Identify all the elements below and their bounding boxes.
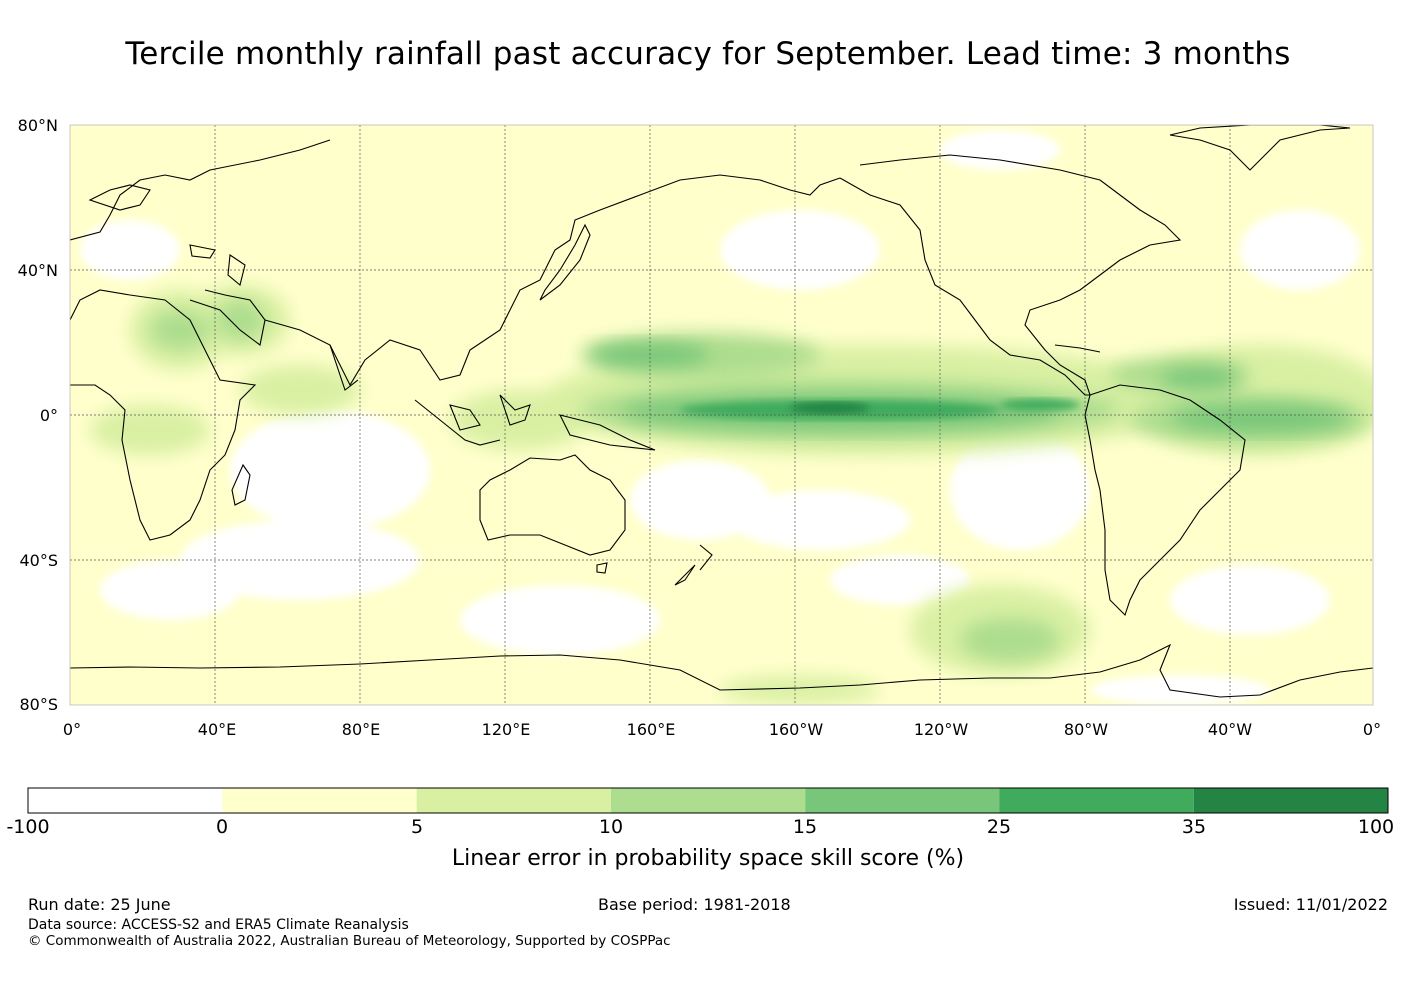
- colorbar: [27, 787, 1389, 814]
- colorbar-bin-25-35: [999, 788, 1194, 813]
- negative-skill-patches: [80, 130, 1360, 705]
- colorbar-bin-0-5: [222, 788, 417, 813]
- colorbar-tick: -100: [6, 816, 50, 838]
- colorbar-tick: 10: [598, 816, 624, 838]
- lat-label-0: 0°: [39, 406, 58, 425]
- lon-label-40e: 40°E: [197, 720, 237, 739]
- colorbar-tick: 100: [1357, 816, 1395, 838]
- skill-35-100: [790, 402, 870, 414]
- lon-label-160w: 160°W: [768, 720, 824, 739]
- chart-title: Tercile monthly rainfall past accuracy f…: [125, 36, 1291, 72]
- lat-label-80n: 80°N: [17, 116, 58, 135]
- lon-label-0-left: 0°: [62, 720, 82, 739]
- colorbar-bin-35-100: [1193, 788, 1388, 813]
- colorbar-bin-neg100-0: [28, 788, 223, 813]
- colorbar-tick: 0: [215, 816, 229, 838]
- copyright: © Commonwealth of Australia 2022, Austra…: [28, 933, 671, 949]
- coastlines: [70, 125, 1373, 698]
- colorbar-tick: 15: [792, 816, 818, 838]
- lon-label-40w: 40°W: [1207, 720, 1253, 739]
- base-period: Base period: 1981-2018: [598, 895, 791, 914]
- lon-label-160e: 160°E: [626, 720, 676, 739]
- lon-label-120w: 120°W: [913, 720, 969, 739]
- lat-label-40s: 40°S: [19, 551, 58, 570]
- colorbar-bin-15-25: [805, 788, 1000, 813]
- colorbar-tick: 35: [1181, 816, 1207, 838]
- run-date: Run date: 25 June: [28, 895, 171, 914]
- colorbar-label: Linear error in probability space skill …: [451, 846, 965, 871]
- colorbar-tick: 5: [410, 816, 424, 838]
- lon-label-80w: 80°W: [1063, 720, 1109, 739]
- lon-label-0-right: 0°: [1362, 720, 1382, 739]
- lon-label-80e: 80°E: [341, 720, 381, 739]
- colorbar-tick: 25: [986, 816, 1012, 838]
- lat-label-40n: 40°N: [17, 261, 58, 280]
- colorbar-bin-5-10: [416, 788, 611, 813]
- lat-label-80s: 80°S: [19, 695, 58, 714]
- map-frame: [69, 124, 1374, 706]
- colorbar-bin-10-15: [610, 788, 806, 813]
- lon-label-120e: 120°E: [481, 720, 531, 739]
- colorbar-frame: [27, 787, 1389, 814]
- data-source: Data source: ACCESS-S2 and ERA5 Climate …: [28, 917, 409, 933]
- map-field: [70, 125, 1373, 705]
- issued-date: Issued: 11/01/2022: [1233, 895, 1388, 914]
